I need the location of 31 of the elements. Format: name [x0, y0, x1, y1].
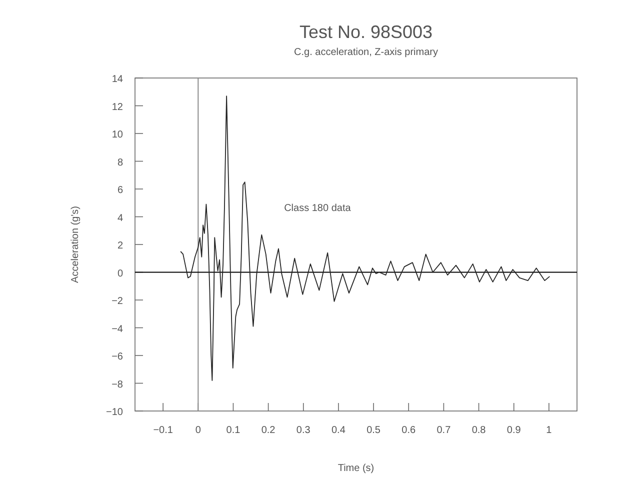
annotation: Class 180 data	[284, 203, 352, 214]
x-tick-label: 0.1	[226, 425, 241, 436]
x-tick-label: 0.9	[506, 425, 522, 436]
y-tick-label: 12	[112, 102, 124, 113]
x-tick-label: −0.1	[153, 425, 174, 436]
y-tick-label: −2	[112, 296, 124, 307]
y-tick-label: 10	[112, 130, 124, 140]
x-tick-label: 0.7	[436, 425, 452, 436]
y-tick-label: 2	[117, 240, 124, 252]
y-axis-title: Acceleration (g's)	[70, 206, 81, 283]
chart-subtitle: C.g. acceleration, Z-axis primary	[294, 47, 438, 58]
y-tick-label: −6	[112, 352, 124, 362]
y-tick-label: 0	[117, 268, 124, 280]
line-series	[180, 96, 550, 381]
x-tick-label: 0.8	[472, 425, 486, 436]
y-tick-label: 4	[117, 212, 124, 224]
x-tick-label: 1	[546, 425, 552, 436]
x-tick-label: 0	[195, 425, 202, 436]
x-tick-label: 0.2	[261, 425, 276, 436]
chart-title: Test No. 98S003	[299, 22, 433, 42]
y-tick-label: −4	[112, 324, 124, 335]
x-tick-label: 0.5	[366, 425, 381, 436]
x-tick-label: 0.3	[296, 425, 311, 436]
y-tick-label: 8	[117, 157, 124, 168]
x-tick-label: 0.6	[402, 425, 416, 436]
x-axis-title: Time (s)	[338, 463, 374, 474]
y-tick-label: −8	[112, 379, 124, 390]
y-tick-label: 6	[117, 185, 124, 196]
x-tick-label: 0.4	[332, 425, 346, 436]
y-tick-label: −10	[106, 407, 124, 418]
y-tick-label: 14	[112, 74, 124, 85]
